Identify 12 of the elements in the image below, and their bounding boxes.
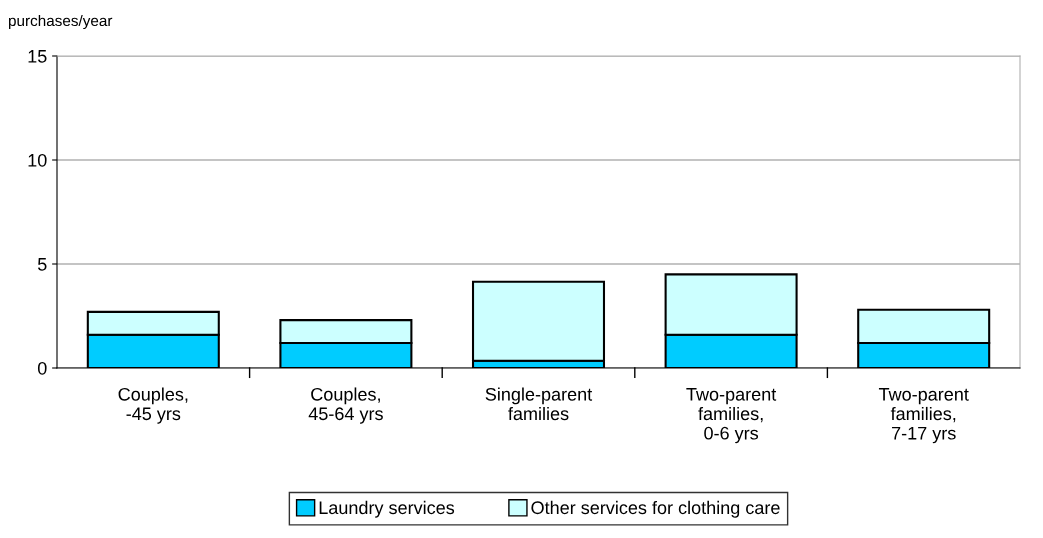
y-tick-label: 5 bbox=[37, 258, 47, 271]
x-tick-label: Single-parent families bbox=[485, 387, 593, 421]
y-axis-title: purchases/year bbox=[8, 14, 113, 30]
y-tick-label: 15 bbox=[28, 50, 47, 63]
y-tick-label: 0 bbox=[37, 361, 47, 375]
x-tick-label: Two-parent families, 0-6 yrs bbox=[686, 388, 777, 444]
x-tick-label: Couples, 45-64 yrs bbox=[308, 387, 383, 424]
legend-label: Other services for clothing care bbox=[531, 500, 780, 518]
x-tick-label: Two-parent families, 7-17 yrs bbox=[878, 388, 969, 444]
legend-label: Laundry services bbox=[319, 500, 455, 518]
y-tick-label: 10 bbox=[28, 153, 47, 167]
x-tick-label: Couples, -45 yrs bbox=[118, 387, 188, 424]
